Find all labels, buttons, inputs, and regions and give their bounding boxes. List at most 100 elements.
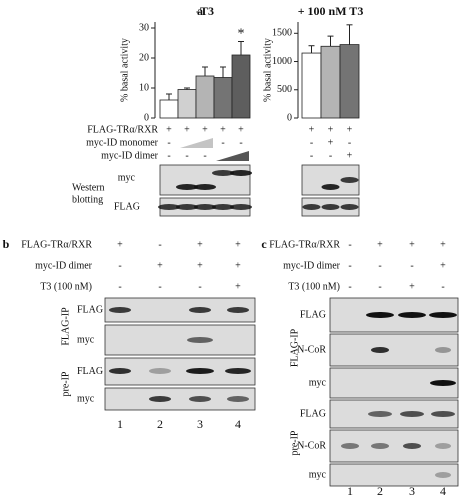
- y-tick-label: 0: [287, 112, 292, 123]
- band: [189, 307, 211, 313]
- sign: -: [158, 239, 161, 250]
- sign: -: [348, 239, 351, 250]
- y-tick-label: 500: [277, 84, 292, 95]
- sign: +: [157, 260, 163, 271]
- row-label: T3 (100 nM): [40, 281, 92, 292]
- bar: [195, 75, 215, 119]
- band: [225, 368, 251, 374]
- sign: +: [440, 260, 446, 271]
- band: [109, 307, 131, 313]
- row-label: myc-ID dimer: [35, 260, 93, 271]
- sign: +: [235, 281, 241, 292]
- y-tick-label: 1500: [272, 28, 292, 39]
- panel-label: c: [261, 237, 267, 251]
- band: [429, 312, 457, 318]
- sign: -: [348, 137, 351, 148]
- row-label: FLAG-TRα/RXR: [87, 124, 158, 135]
- sign: +: [235, 260, 241, 271]
- sign: -: [378, 281, 381, 292]
- lane-number: 4: [235, 417, 241, 431]
- row-label: FLAG-TRα/RXR: [269, 239, 340, 250]
- annotation: *: [238, 27, 245, 42]
- group-label: FLAG-IP: [60, 307, 71, 346]
- sign: +: [117, 239, 123, 250]
- sign: +: [309, 124, 315, 135]
- band: [149, 396, 171, 402]
- band: [187, 337, 213, 343]
- band: [109, 368, 131, 374]
- sign: -: [410, 260, 413, 271]
- blot: [104, 387, 256, 411]
- blot-label: N-CoR: [297, 344, 326, 355]
- blot-label: myc: [118, 172, 136, 183]
- band: [366, 312, 394, 318]
- sign: +: [166, 124, 172, 135]
- lane-number: 1: [347, 484, 353, 498]
- bar: [320, 45, 341, 119]
- band: [435, 347, 451, 353]
- band: [340, 177, 359, 183]
- band: [194, 184, 216, 190]
- sign: -: [203, 150, 206, 161]
- sign: -: [118, 281, 121, 292]
- bar: [159, 99, 179, 119]
- band: [398, 312, 426, 318]
- group-label: FLAG-IP: [289, 328, 300, 367]
- sign: -: [348, 260, 351, 271]
- band: [189, 396, 211, 402]
- group-label: pre-IP: [289, 430, 300, 455]
- row-label: myc-ID monomer: [86, 137, 159, 148]
- lane-number: 4: [440, 484, 446, 498]
- lane-number: 1: [117, 417, 123, 431]
- sign: -: [158, 281, 161, 292]
- blot-label: FLAG: [300, 309, 326, 320]
- lane-number: 3: [197, 417, 203, 431]
- monomer-wedge: [180, 138, 213, 148]
- lane-number: 2: [157, 417, 163, 431]
- lane-number: 2: [377, 484, 383, 498]
- band: [400, 411, 424, 417]
- band: [230, 170, 252, 176]
- sign: +: [197, 260, 203, 271]
- band: [186, 368, 214, 374]
- side-label: Western: [72, 182, 105, 193]
- bar: [231, 54, 251, 119]
- bar: [213, 77, 233, 119]
- lane-number: 3: [409, 484, 415, 498]
- dimer-wedge: [216, 151, 249, 161]
- band: [340, 204, 359, 210]
- sign: -: [221, 137, 224, 148]
- blot-label: FLAG: [77, 304, 103, 315]
- chart-title: + 100 nM T3: [298, 4, 364, 18]
- y-axis-label: % basal activity: [119, 38, 130, 102]
- band: [212, 170, 234, 176]
- blot: [329, 463, 459, 487]
- band: [158, 204, 180, 210]
- sign: +: [202, 124, 208, 135]
- blot-label: myc: [77, 334, 95, 345]
- sign: +: [238, 124, 244, 135]
- bar: [339, 44, 360, 119]
- blot-label: FLAG: [77, 366, 103, 377]
- band: [368, 411, 392, 417]
- sign: +: [347, 150, 353, 161]
- sign: +: [197, 239, 203, 250]
- band: [230, 204, 252, 210]
- blot-label: myc: [309, 469, 327, 480]
- sign: +: [328, 137, 334, 148]
- blot-label: N-CoR: [297, 440, 326, 451]
- y-tick-label: 20: [139, 52, 149, 63]
- bar: [177, 89, 197, 119]
- blot: [104, 324, 256, 356]
- sign: -: [348, 281, 351, 292]
- y-tick-label: 1000: [272, 56, 292, 67]
- row-label: T3 (100 nM): [288, 281, 340, 292]
- panel-label: a: [197, 4, 203, 18]
- sign: +: [409, 281, 415, 292]
- sign: +: [328, 124, 334, 135]
- band: [403, 443, 421, 449]
- sign: -: [329, 150, 332, 161]
- band: [430, 380, 456, 386]
